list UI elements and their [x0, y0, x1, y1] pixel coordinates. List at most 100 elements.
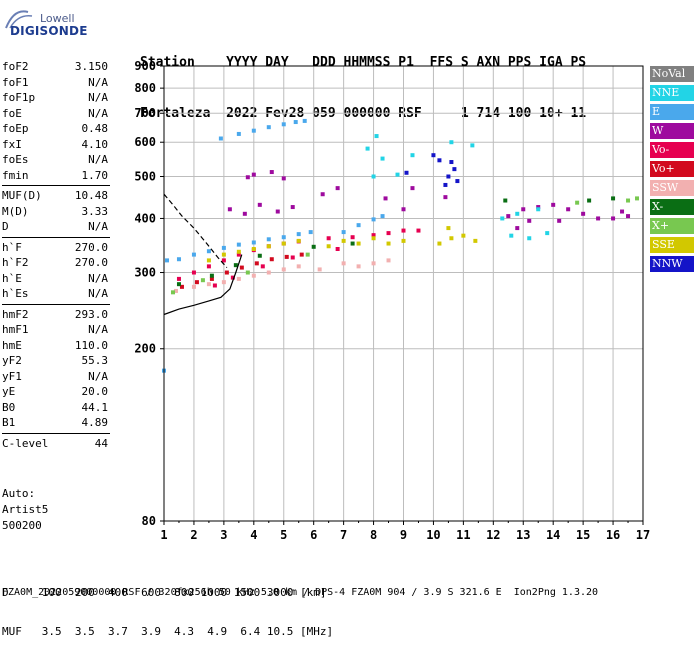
param-value: 4.10 [81, 137, 109, 151]
param-row-yf1: yF1 N/A [2, 370, 108, 384]
logo-text-top: Lowell [40, 12, 75, 25]
param-row-fof1: foF1 N/A [2, 76, 108, 90]
param-row-b1: B1 4.89 [2, 416, 108, 430]
data-point [266, 237, 271, 242]
data-point [611, 196, 616, 201]
data-point [386, 241, 391, 246]
param-label: h`E [2, 271, 22, 285]
param-value: N/A [88, 153, 108, 166]
data-point [269, 170, 274, 175]
data-point [401, 228, 406, 233]
data-point [446, 174, 451, 179]
param-value: 4.89 [81, 416, 109, 429]
profile-upper [163, 193, 228, 268]
y-tick-label: 300 [134, 266, 156, 280]
data-point [221, 258, 226, 263]
data-point [206, 264, 211, 269]
param-row-md: M(D) 3.33 [2, 205, 108, 219]
data-point [290, 255, 295, 260]
data-point [251, 246, 256, 251]
data-point [266, 125, 271, 130]
data-point [164, 258, 169, 263]
legend-item-sse: SSE [650, 237, 694, 253]
y-tick-label: 500 [134, 169, 156, 183]
data-point [200, 278, 205, 283]
param-value: N/A [88, 287, 108, 300]
param-label: foF1p [2, 91, 36, 104]
x-tick-label: 11 [456, 528, 470, 542]
x-tick-label: 3 [220, 528, 227, 542]
data-point [566, 207, 571, 212]
data-point [575, 200, 580, 205]
y-tick-label: 800 [134, 81, 156, 95]
param-value: 293.0 [74, 307, 108, 321]
data-point [326, 236, 331, 241]
legend-item-vo: Vo+ [650, 161, 694, 177]
param-row-hme: hmE 110.0 [2, 339, 108, 353]
series-x [176, 196, 616, 287]
data-point [305, 252, 310, 257]
data-point [326, 244, 331, 249]
data-point [521, 207, 526, 212]
x-tick-label: 9 [400, 528, 407, 542]
param-label: MUF(D) [2, 189, 42, 202]
muf-distance-table: D 100 200 400 600 800 1000 1500 3000 [km… [2, 560, 333, 651]
x-tick-label: 4 [250, 528, 257, 542]
data-point [254, 261, 259, 266]
param-label: C-level [2, 436, 49, 450]
param-row-mufd: MUF(D) 10.48 [2, 189, 108, 203]
legend-item-x: X- [650, 199, 694, 215]
data-point [455, 179, 460, 184]
data-point [449, 160, 454, 165]
x-tick-label: 10 [426, 528, 440, 542]
data-point [206, 249, 211, 254]
param-label: h`Es [2, 287, 29, 300]
legend-item-vo: Vo- [650, 142, 694, 158]
param-label: foE [2, 106, 22, 120]
param-value: 20.0 [81, 385, 109, 398]
data-point [341, 261, 346, 266]
param-row-hf: h`F 270.0 [2, 241, 108, 255]
param-row-hf2: h`F2 270.0 [2, 256, 108, 270]
param-value: 270.0 [74, 256, 108, 269]
param-label: foEp [2, 122, 29, 135]
data-point [416, 228, 421, 233]
data-point [284, 254, 289, 259]
data-point [296, 232, 301, 237]
data-point [335, 246, 340, 251]
param-row-d: D N/A [2, 220, 108, 234]
data-point [227, 207, 232, 212]
data-point [251, 128, 256, 133]
polarization-legend: NoVal NNE E W Vo- Vo+ SSW X- X+ SSE NNW [650, 66, 694, 275]
data-point [410, 186, 415, 191]
data-point [515, 211, 520, 216]
param-label: fxI [2, 137, 22, 151]
chart-grid [164, 66, 643, 521]
data-point [251, 240, 256, 245]
y-tick-label: 400 [134, 211, 156, 225]
data-point [515, 226, 520, 231]
data-point [236, 249, 241, 254]
data-point [281, 241, 286, 246]
param-row-hmf2: hmF2 293.0 [2, 308, 108, 322]
data-point [221, 252, 226, 257]
data-point [251, 172, 256, 177]
data-point [446, 226, 451, 231]
param-row-hmf1: hmF1 N/A [2, 323, 108, 337]
data-point [371, 236, 376, 241]
auto-version: 500200 [2, 519, 42, 532]
data-point [386, 258, 391, 263]
param-value: 110.0 [74, 338, 108, 352]
y-tick-label: 200 [134, 342, 156, 356]
data-point [371, 261, 376, 266]
param-value: N/A [88, 75, 108, 89]
data-point [395, 172, 400, 177]
x-tick-label: 14 [546, 528, 560, 542]
data-point [176, 282, 181, 287]
data-point [269, 257, 274, 262]
data-point [236, 131, 241, 136]
series-nnw [404, 153, 460, 187]
antenna-icon [5, 10, 33, 29]
param-separator [2, 236, 110, 238]
x-tick-label: 5 [280, 528, 287, 542]
